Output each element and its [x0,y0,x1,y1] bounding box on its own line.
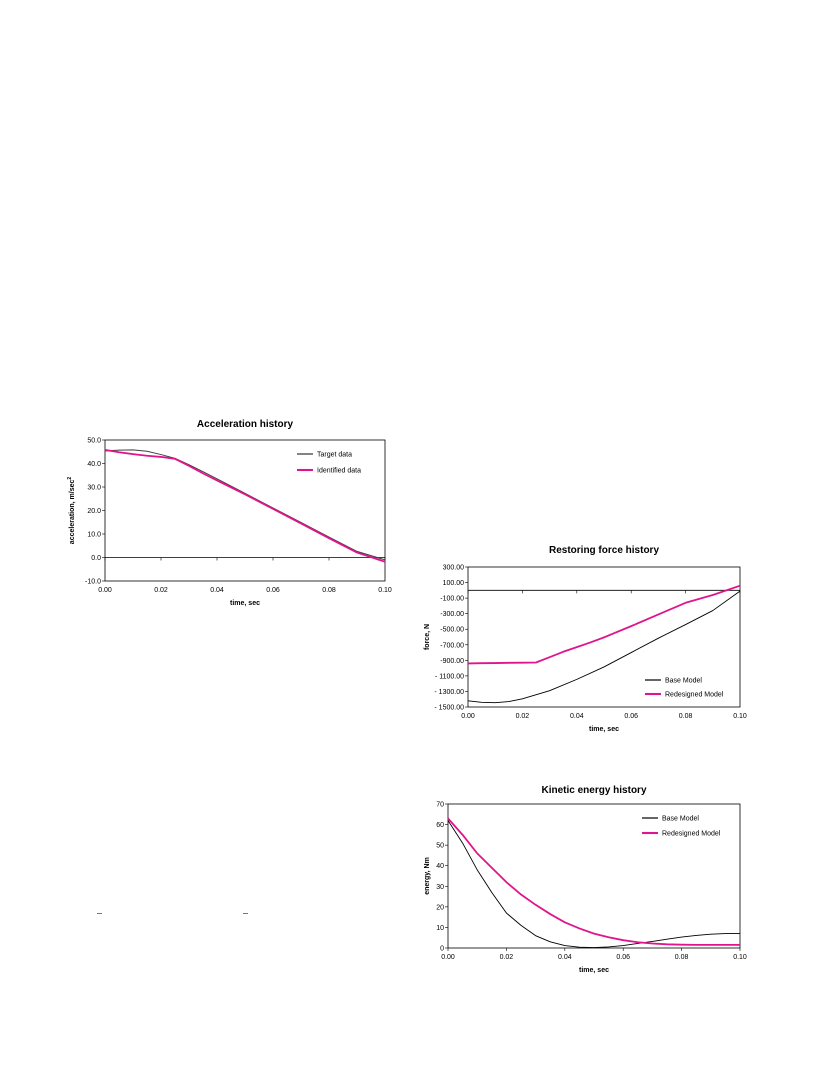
y-tick-label: 300.00 [443,565,465,572]
y-tick-label: -10.0 [85,579,101,586]
series-line-0 [104,449,386,561]
acceleration-chart: Acceleration history -10.0 0.0 10.0 20.0 30.0… [60,412,400,622]
chart-title: Restoring force history [549,545,659,556]
y-tick-label: - 1300.00 [434,689,464,696]
restoring-force-chart: Restoring force history - 1500.00 - 1300.0… [420,540,760,740]
series-line-1 [447,817,740,946]
x-tick-label: 0.06 [624,713,638,720]
y-axis-label: force, N [424,624,431,650]
legend-label-0: Base Model [662,816,699,823]
x-tick-label: 0.00 [461,713,475,720]
y-tick-label: 70 [436,802,444,809]
kinetic-energy-chart-svg: Kinetic energy history 0 10 20 30 40 50 60 70 0.0… [424,785,747,974]
x-tick-label: 0.02 [516,713,530,720]
y-tick-label: 20.0 [87,508,101,515]
y-tick-label: 100.00 [443,580,465,587]
y-tick-label: 30.0 [87,485,101,492]
legend-label-1: Redesigned Model [665,692,724,699]
x-tick-label: 0.06 [616,954,630,961]
y-tick-label: 50.0 [87,438,101,445]
y-tick-label: 0 [440,946,444,953]
series-line-1 [467,584,741,665]
y-tick-label: -900.00 [440,658,464,665]
restoring-force-chart-svg: Restoring force history - 1500.00 - 1300.0… [424,545,747,733]
plot-area [447,803,741,949]
x-tick-label: 0.08 [675,954,689,961]
legend-label-1: Identified data [317,468,361,475]
y-axis-label-superscript: 2 [67,477,73,480]
x-tick-label: 0.10 [733,713,747,720]
y-tick-label: - 1100.00 [435,673,464,680]
y-tick-label: 0.0 [91,555,101,562]
x-axis-label: time, sec [579,967,609,974]
y-tick-label: 50 [436,843,444,850]
y-tick-label: 60 [436,822,444,829]
y-axis-label-text: force, N [424,624,431,650]
x-tick-label: 0.10 [733,954,747,961]
y-tick-label: 10.0 [87,532,101,539]
x-tick-label: 0.08 [679,713,693,720]
plot-area [467,566,741,708]
y-tick-label: -300.00 [440,611,464,618]
y-axis-label: acceleration, m/sec2 [67,477,76,545]
y-tick-label: 30 [436,884,444,891]
x-axis-label: time, sec [589,726,619,733]
series-line-0 [467,590,741,704]
stray-mark-left [97,913,102,914]
y-tick-label: - 1500.00 [434,705,464,712]
chart-title: Acceleration history [197,419,294,430]
series-line-1 [104,448,386,563]
stray-mark-right [243,913,248,914]
x-tick-label: 0.04 [570,713,584,720]
y-tick-label: -100.00 [440,596,464,603]
x-tick-label: 0.02 [154,587,168,594]
x-tick-label: 0.00 [441,954,455,961]
x-axis-label: time, sec [230,600,260,607]
acceleration-chart-svg: Acceleration history -10.0 0.0 10.0 20.0 30.0… [67,419,392,607]
legend-label-0: Base Model [665,678,702,685]
x-tick-label: 0.06 [266,587,280,594]
x-tick-label: 0.00 [98,587,112,594]
y-axis-label-text: acceleration, m/sec [69,479,76,544]
x-tick-label: 0.04 [558,954,572,961]
y-axis-label-text: energy, Nm [424,857,431,895]
y-tick-label: 40.0 [87,461,101,468]
y-tick-label: -700.00 [440,642,464,649]
plot-area [104,439,386,582]
chart-title: Kinetic energy history [541,785,646,796]
legend-label-1: Redesigned Model [662,831,721,838]
x-tick-label: 0.02 [500,954,514,961]
series-line-0 [447,820,741,949]
y-tick-label: 20 [436,904,444,911]
x-tick-label: 0.10 [378,587,392,594]
y-axis-label: energy, Nm [424,857,431,895]
x-tick-label: 0.04 [210,587,224,594]
y-tick-label: -500.00 [440,627,464,634]
y-tick-label: 10 [436,925,444,932]
legend-label-0: Target data [317,452,352,459]
y-tick-label: 40 [436,863,444,870]
kinetic-energy-chart: Kinetic energy history 0 10 20 30 40 50 60 70 0.0… [420,780,760,985]
x-tick-label: 0.08 [322,587,336,594]
